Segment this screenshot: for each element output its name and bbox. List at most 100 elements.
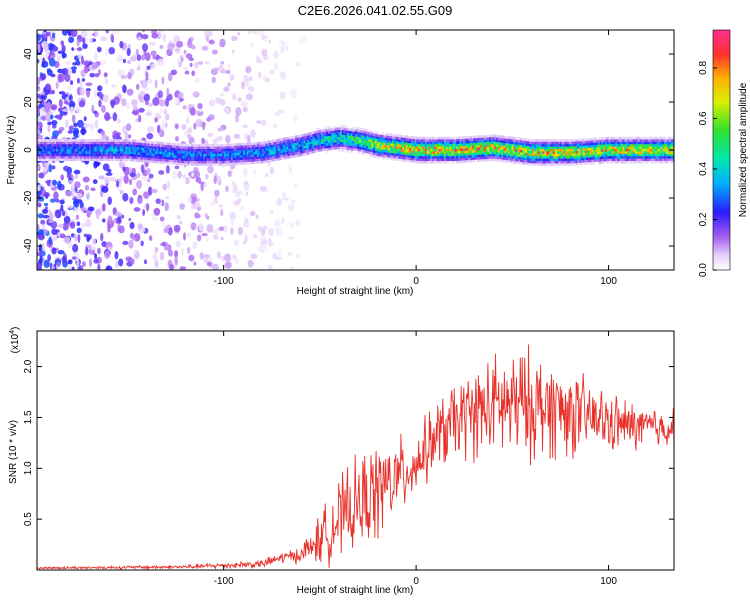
spectrogram-cell <box>523 143 526 146</box>
spectrogram-cell <box>40 158 43 161</box>
spectrogram-cell <box>452 146 455 149</box>
spectrogram-cell <box>515 137 518 140</box>
spectrogram-cell <box>454 153 457 157</box>
spectrogram-cell <box>449 158 452 161</box>
spectrogram-cell <box>660 148 663 152</box>
spectrogram-cell <box>71 146 74 149</box>
spectrogram-cell <box>282 137 286 141</box>
spectrogram-noise-cell <box>220 92 225 97</box>
spectrogram-cell <box>547 158 551 161</box>
spectrogram-cell <box>612 148 615 152</box>
spectrogram-cell <box>92 146 95 149</box>
spectrogram-cell <box>598 151 601 155</box>
spectrogram-cell <box>388 138 391 141</box>
spectrogram-cell <box>411 148 414 151</box>
spectrogram-cell <box>376 146 379 149</box>
spectrogram-cell <box>168 149 171 153</box>
spectrogram-cell <box>282 154 286 158</box>
spectrogram-cell <box>400 137 403 140</box>
spectrogram-noise-cell <box>225 107 230 116</box>
spectrogram-cell <box>371 147 374 150</box>
spectrogram-cell <box>618 160 622 164</box>
spectrogram-cell <box>82 153 85 157</box>
spectrogram-cell <box>87 148 90 152</box>
spectrogram-cell <box>147 143 151 146</box>
spectrogram-noise-cell <box>162 36 167 42</box>
spectrogram-noise-cell <box>217 127 224 132</box>
spectrogram-cell <box>598 142 601 145</box>
spectrogram-cell <box>341 139 345 143</box>
spectrogram-cell <box>589 159 592 163</box>
spectrogram-cell <box>371 135 374 138</box>
spectrogram-cell <box>603 149 606 152</box>
spectrogram-cell <box>464 143 468 146</box>
spectrogram-cell <box>54 158 57 161</box>
spectrogram-cell <box>66 148 69 152</box>
spectrogram-cell <box>341 125 345 128</box>
spectrogram-cell <box>558 156 561 159</box>
spectrogram-cell <box>393 148 396 152</box>
spectrogram-cell <box>312 133 315 137</box>
spectrogram-cell <box>187 163 190 166</box>
spectrogram-cell <box>471 159 474 163</box>
spectrogram-cell <box>523 145 526 149</box>
spectrogram-cell <box>151 155 154 159</box>
spectrogram-noise-cell <box>127 134 132 139</box>
spectrogram-cell <box>617 160 620 164</box>
spectrogram-cell <box>537 148 540 152</box>
spectrogram-cell <box>301 148 305 152</box>
spectrogram-cell <box>419 136 422 140</box>
spectrogram-cell <box>665 160 668 164</box>
spectrogram-cell <box>560 156 563 159</box>
spectrogram-noise-cell <box>245 65 252 74</box>
spectrogram-cell <box>554 156 558 159</box>
spectrogram-cell <box>161 158 164 162</box>
spectrogram-cell <box>483 149 487 152</box>
spectrogram-cell <box>120 148 123 152</box>
spectrogram-cell <box>618 153 622 157</box>
spectrogram-cell <box>539 156 542 159</box>
spectrogram-cell <box>137 156 140 160</box>
spectrogram-cell <box>561 139 565 142</box>
spectrogram-cell <box>303 152 306 156</box>
spectrogram-cell <box>397 144 400 147</box>
spectrogram-cell <box>352 128 355 132</box>
spectrogram-cell <box>579 150 582 154</box>
spectrogram-cell <box>400 154 403 157</box>
spectrogram-cell <box>395 158 398 161</box>
spectrogram-noise-cell <box>40 94 46 100</box>
spectrogram-cell <box>237 150 241 153</box>
spectrogram-cell <box>130 139 133 143</box>
spectrogram-cell <box>508 148 511 151</box>
spectrogram-cell <box>220 158 223 161</box>
spectrogram-cell <box>572 158 575 161</box>
spectrogram-cell <box>598 139 601 143</box>
spectrogram-cell <box>624 139 627 142</box>
spectrogram-cell <box>62 144 66 147</box>
spectrogram-cell <box>128 144 131 147</box>
spectrogram-cell <box>260 156 263 159</box>
spectrogram-cell <box>147 150 151 154</box>
spectrogram-cell <box>194 151 197 154</box>
spectrogram-cell <box>388 147 391 151</box>
spectrogram-cell <box>483 158 487 162</box>
spectrogram-cell <box>622 146 625 149</box>
spectrogram-cell <box>383 144 386 148</box>
spectrogram-cell <box>255 146 258 150</box>
spectrogram-cell <box>646 141 649 145</box>
spectrogram-cell <box>418 160 421 164</box>
spectrogram-cell <box>639 148 642 152</box>
spectrogram-cell <box>506 155 509 158</box>
spectrogram-cell <box>104 151 107 154</box>
spectrogram-cell <box>173 150 177 153</box>
spectrogram-cell <box>359 139 362 142</box>
spectrogram-cell <box>353 133 357 137</box>
spectrogram-cell <box>333 132 336 136</box>
spectrogram-cell <box>516 137 519 140</box>
spectrogram-cell <box>369 129 372 133</box>
spectrogram-cell <box>546 160 549 164</box>
spectrogram-cell <box>146 155 149 158</box>
spectrogram-noise-cell <box>74 181 81 189</box>
spectrogram-cell <box>655 160 658 164</box>
spectrogram-cell <box>551 141 554 145</box>
